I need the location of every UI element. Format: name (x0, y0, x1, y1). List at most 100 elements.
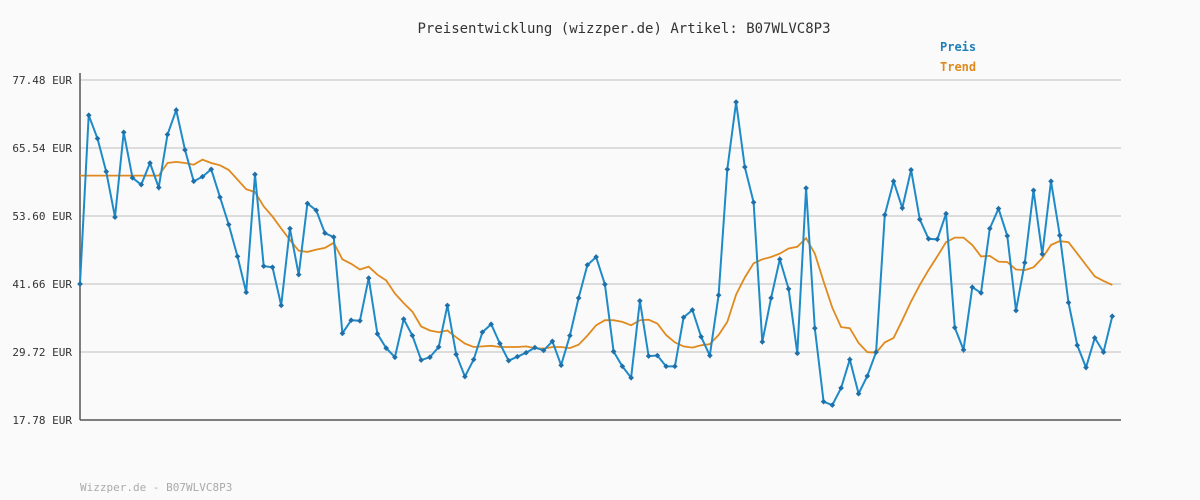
preis-data-point (672, 363, 678, 370)
preis-data-point (103, 168, 110, 175)
preis-data-point (628, 374, 634, 381)
preis-data-point (260, 263, 267, 269)
y-tick-label: 29.72 EUR (12, 346, 72, 359)
preis-data-point (488, 321, 494, 328)
preis-data-point (217, 194, 223, 201)
preis-data-point (348, 317, 355, 324)
preis-data-point (479, 329, 486, 336)
preis-data-point (269, 264, 276, 271)
preis-data-point (925, 235, 932, 242)
preis-data-point (602, 281, 608, 288)
preis-data-point (234, 253, 241, 260)
preis-data-point (462, 373, 468, 380)
preis-data-point (1083, 364, 1089, 371)
preis-data-point (470, 356, 477, 363)
preis-data-point (777, 256, 783, 263)
preis-data-point (365, 275, 372, 281)
preis-data-point (1030, 187, 1037, 194)
preis-data-point (313, 207, 320, 214)
preis-data-point (829, 402, 836, 408)
preis-data-point (986, 225, 993, 232)
preis-data-point (645, 353, 652, 359)
preis-data-point (680, 314, 687, 321)
preis-data-point (400, 316, 407, 322)
preis-data-point (1056, 232, 1063, 239)
preis-data-point (190, 178, 197, 185)
preis-data-point (374, 331, 381, 337)
preis-data-point (418, 357, 424, 363)
preis-data-point (1039, 251, 1046, 257)
preis-data-point (173, 107, 180, 113)
preis-data-point (453, 351, 459, 358)
preis-data-point (899, 205, 906, 211)
preis-data-point (785, 286, 792, 292)
preis-data-point (94, 135, 101, 142)
y-tick-label: 17.78 EUR (12, 414, 72, 427)
preis-data-point (846, 356, 853, 363)
preis-data-point (750, 199, 757, 206)
preis-data-point (129, 175, 136, 181)
preis-data-point (916, 216, 923, 223)
preis-data-point (637, 298, 643, 304)
grid-lines (80, 79, 1121, 353)
preis-data-point (1065, 299, 1072, 306)
preis-data-point (654, 352, 661, 359)
preis-data-point (803, 185, 809, 191)
preis-data-point (514, 353, 521, 360)
preis-data-point (698, 333, 704, 340)
preis-data-point (558, 362, 564, 369)
preis-data-point (978, 290, 984, 296)
preis-data-point (225, 221, 232, 228)
preis-data-point (444, 302, 451, 309)
preis-data-point (155, 184, 162, 191)
preis-data-point (1100, 349, 1107, 355)
preis-data-point (330, 234, 337, 240)
preis-data-point (243, 289, 250, 296)
preis-data-point (759, 339, 766, 345)
preis-data-point (873, 349, 879, 355)
preis-data-point (523, 349, 529, 356)
preis-data-point (820, 398, 827, 405)
preis-data-point (864, 373, 871, 379)
preis-points (77, 99, 1116, 408)
preis-data-point (427, 354, 433, 361)
footer-text: Wizzper.de - B07WLVC8P3 (80, 481, 232, 494)
preis-data-point (794, 350, 801, 357)
preis-data-point (881, 212, 888, 218)
preis-data-point (77, 281, 83, 287)
preis-data-point (1004, 233, 1011, 239)
preis-data-point (943, 210, 949, 217)
y-tick-label: 65.54 EUR (12, 142, 72, 155)
preis-data-point (383, 345, 390, 351)
preis-data-point (715, 292, 722, 298)
preis-data-point (890, 178, 897, 185)
preis-data-point (584, 262, 591, 268)
preis-data-point (995, 205, 1002, 212)
preis-data-point (392, 354, 398, 361)
preis-data-point (855, 390, 862, 397)
preis-data-point (1048, 178, 1054, 185)
preis-data-point (505, 357, 512, 364)
preis-data-point (540, 347, 547, 354)
preis-data-point (951, 324, 958, 331)
preis-data-point (610, 348, 617, 355)
preis-data-point (199, 173, 206, 180)
preis-data-point (724, 166, 731, 173)
preis-data-point (619, 363, 626, 370)
preis-data-point (120, 129, 127, 136)
preis-data-point (147, 160, 153, 166)
preis-data-point (969, 284, 976, 291)
preis-data-point (689, 307, 696, 313)
preis-data-point (409, 332, 416, 339)
preis-data-point (742, 164, 748, 170)
y-tick-label: 41.66 EUR (12, 278, 72, 291)
preis-data-point (208, 166, 215, 173)
trend-series-line (80, 158, 1113, 354)
preis-data-point (768, 295, 774, 301)
preis-data-point (497, 340, 503, 347)
preis-data-point (287, 225, 293, 232)
preis-data-point (252, 171, 258, 178)
legend-trend: Trend (940, 60, 976, 74)
preis-data-point (435, 344, 442, 350)
